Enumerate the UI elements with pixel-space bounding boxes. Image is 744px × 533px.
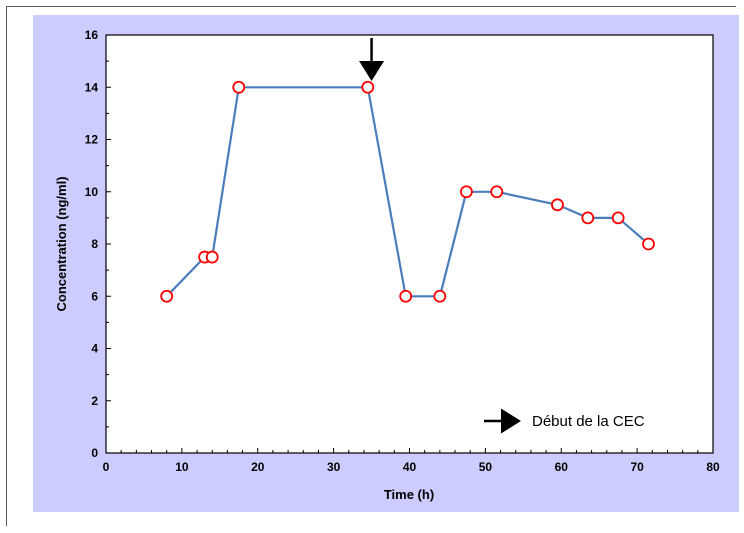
- x-tick-label: 60: [555, 460, 569, 474]
- data-point: [490, 185, 504, 199]
- y-axis-title: Concentration (ng/ml): [54, 176, 69, 311]
- x-tick-label: 30: [327, 460, 341, 474]
- data-point: [361, 80, 375, 94]
- y-tick-label: 10: [85, 185, 99, 199]
- x-tick-label: 80: [706, 460, 720, 474]
- data-point: [433, 289, 447, 303]
- legend: Début de la CEC: [484, 408, 645, 434]
- y-tick-label: 0: [91, 446, 98, 460]
- data-point: [460, 185, 473, 199]
- y-axis: 0 2 4 6 8 10 12 14 16: [85, 28, 111, 460]
- x-tick-label: 10: [175, 460, 189, 474]
- x-tick-label: 50: [479, 460, 493, 474]
- data-point: [611, 211, 625, 225]
- data-point: [205, 250, 219, 264]
- legend-label: Début de la CEC: [532, 413, 645, 430]
- y-tick-label: 6: [91, 289, 98, 303]
- data-point: [399, 289, 413, 303]
- plot-area: [105, 34, 714, 454]
- y-tick-label: 16: [85, 28, 99, 42]
- data-point: [551, 198, 564, 212]
- x-tick-label: 0: [103, 460, 110, 474]
- x-tick-label: 40: [403, 460, 417, 474]
- y-tick-label: 14: [85, 80, 99, 94]
- y-tick-label: 12: [85, 133, 99, 147]
- y-tick-label: 4: [91, 342, 98, 356]
- series-markers: [160, 80, 655, 303]
- y-tick-label: 2: [91, 394, 98, 408]
- x-tick-label: 70: [630, 460, 644, 474]
- x-axis: 0 10 20 30 40 50 60 70 80: [103, 448, 720, 474]
- data-point: [642, 237, 655, 251]
- x-tick-label: 20: [251, 460, 265, 474]
- x-axis-title: Time (h): [384, 487, 434, 502]
- data-point: [160, 289, 174, 303]
- figure-frame: [6, 6, 736, 526]
- data-point: [581, 211, 595, 225]
- data-point: [232, 80, 246, 94]
- y-tick-label: 8: [91, 237, 98, 251]
